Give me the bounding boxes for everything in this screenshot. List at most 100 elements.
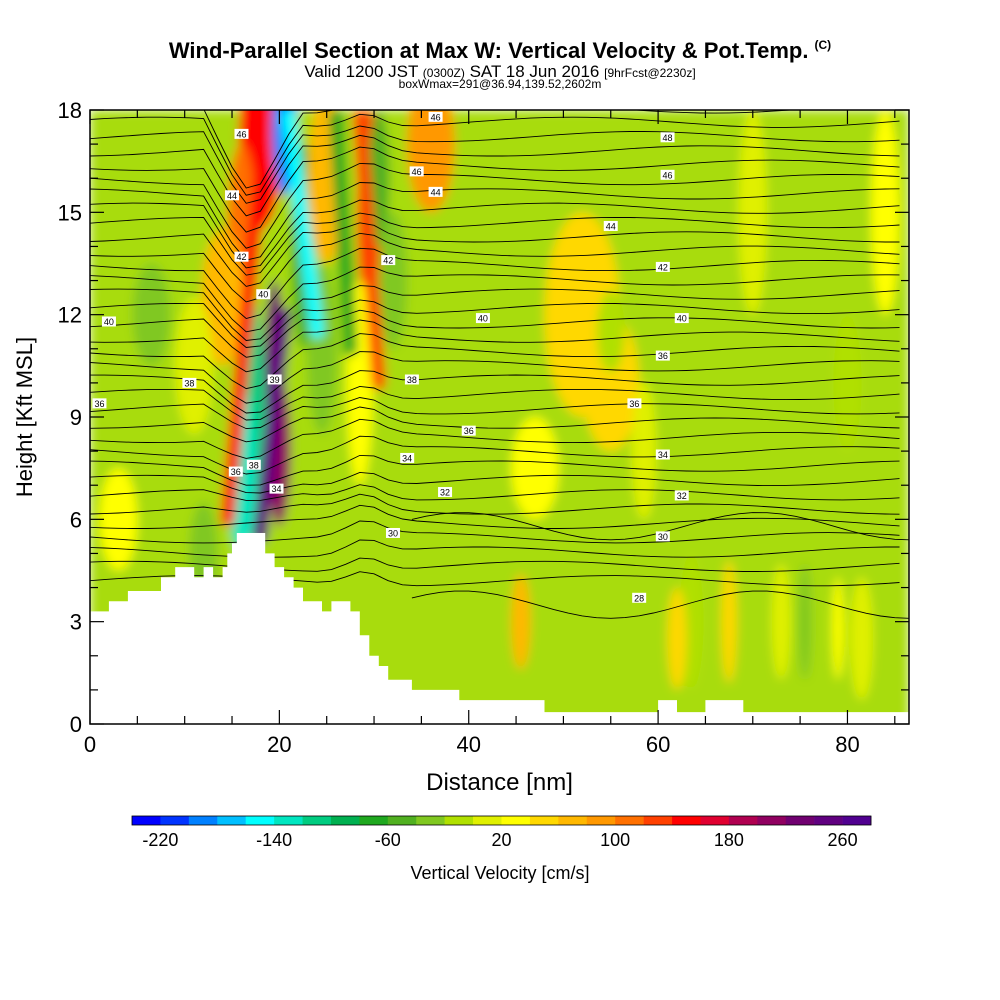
theta-contour-20 bbox=[90, 285, 900, 341]
theta-contour-2 bbox=[90, 539, 900, 558]
terrain bbox=[90, 533, 909, 724]
velocity-cell-19 bbox=[511, 417, 559, 520]
theta-label-text: 34 bbox=[658, 450, 668, 460]
theta-contour-16 bbox=[90, 333, 900, 390]
theta-label-4: 39 bbox=[267, 374, 282, 385]
colorbar-swatch-21 bbox=[728, 816, 758, 825]
theta-label-14: 36 bbox=[92, 398, 107, 409]
velocity-cell-15 bbox=[407, 110, 455, 213]
terrain-mask bbox=[90, 533, 909, 724]
theta-contour-30 bbox=[90, 134, 900, 217]
colorbar-swatch-11 bbox=[444, 816, 474, 825]
theta-label-2: 42 bbox=[234, 251, 249, 262]
colorbar-tick-label: 100 bbox=[600, 830, 630, 850]
colorbar-swatch-24 bbox=[814, 816, 843, 825]
theta-label-15: 40 bbox=[475, 313, 490, 324]
theta-label-text: 32 bbox=[440, 488, 450, 498]
colorbar-swatch-23 bbox=[785, 816, 815, 825]
theta-label-text: 40 bbox=[258, 290, 268, 300]
colorbar-swatch-12 bbox=[473, 816, 502, 825]
colorbar-swatch-5 bbox=[274, 816, 303, 825]
velocity-cell-35 bbox=[738, 110, 767, 315]
theta-contour-4 bbox=[90, 504, 900, 529]
theta-label-text: 30 bbox=[388, 528, 398, 538]
theta-label-0: 46 bbox=[234, 128, 249, 139]
theta-contour-23 bbox=[90, 232, 900, 303]
theta-contour-3 bbox=[90, 520, 900, 544]
velocity-cell-24 bbox=[721, 560, 737, 684]
theta-contours bbox=[90, 110, 909, 619]
colorbar-tick-label: 180 bbox=[714, 830, 744, 850]
theta-label-27: 36 bbox=[627, 398, 642, 409]
colorbar: -220 -140 -60 20 100 180 260 bbox=[131, 815, 872, 850]
theta-label-text: 46 bbox=[236, 129, 246, 139]
theta-label-12: 40 bbox=[101, 316, 116, 327]
colorbar-label: Vertical Velocity [cm/s] bbox=[410, 863, 590, 883]
theta-label-text: 46 bbox=[663, 170, 673, 180]
theta-label-22: 46 bbox=[660, 169, 675, 180]
chart-subtitle: Valid 1200 JST (0300Z) SAT 18 Jun 2016 [… bbox=[304, 62, 696, 81]
velocity-streak-2 bbox=[281, 110, 325, 339]
colorbar-swatch-7 bbox=[330, 816, 360, 825]
theta-label-16: 38 bbox=[404, 374, 419, 385]
colorbar-tick-label: 20 bbox=[491, 830, 511, 850]
theta-label-29: 32 bbox=[674, 490, 689, 501]
theta-label-text: 30 bbox=[658, 532, 668, 542]
colorbar-swatch-17 bbox=[615, 816, 644, 825]
theta-label-5: 38 bbox=[246, 459, 261, 470]
theta-label-8: 46 bbox=[428, 111, 443, 122]
theta-label-10: 44 bbox=[428, 186, 443, 197]
velocity-cell-20 bbox=[596, 290, 625, 373]
colorbar-tick-label: -220 bbox=[142, 830, 178, 850]
colorbar-tick-label: 260 bbox=[828, 830, 858, 850]
chart-title: Wind-Parallel Section at Max W: Vertical… bbox=[168, 38, 832, 63]
theta-contour-labels: 46 44 42 40 39 38 36 34 46 46 44 42 40 38 36 40 38 36 34 32… bbox=[92, 111, 689, 603]
box-info: boxWmax=291@36.94,139.52,2602m bbox=[398, 77, 602, 91]
theta-contour-19 bbox=[90, 299, 900, 348]
theta-label-text: 40 bbox=[478, 314, 488, 324]
theta-contour-21 bbox=[90, 266, 900, 333]
colorbar-swatch-25 bbox=[842, 816, 872, 825]
y-axis-label: Height [Kft MSL] bbox=[12, 337, 37, 497]
colorbar-tick-label: -60 bbox=[375, 830, 401, 850]
theta-label-23: 44 bbox=[603, 220, 618, 231]
theta-label-7: 34 bbox=[269, 483, 284, 494]
velocity-cell-25 bbox=[771, 563, 791, 680]
theta-label-text: 44 bbox=[227, 191, 237, 201]
theta-contour-17 bbox=[90, 319, 900, 373]
theta-contour-6 bbox=[90, 484, 900, 501]
colorbar-swatch-22 bbox=[757, 816, 787, 825]
theta-contour-13 bbox=[90, 385, 900, 421]
theta-contour-7 bbox=[90, 471, 900, 494]
colorbar-swatch-18 bbox=[643, 816, 673, 825]
x-tick-label: 40 bbox=[456, 732, 480, 757]
theta-label-26: 36 bbox=[655, 350, 670, 361]
velocity-cell-32 bbox=[175, 297, 214, 435]
x-tick-label: 0 bbox=[84, 732, 96, 757]
velocity-cell-28 bbox=[850, 577, 874, 701]
theta-label-text: 44 bbox=[431, 187, 441, 197]
theta-label-6: 36 bbox=[228, 466, 243, 477]
theta-label-text: 36 bbox=[658, 351, 668, 361]
theta-label-text: 32 bbox=[677, 491, 687, 501]
colorbar-swatch-2 bbox=[188, 816, 218, 825]
theta-contour-10 bbox=[90, 418, 900, 459]
theta-contour-8 bbox=[90, 454, 900, 486]
colorbar-swatch-8 bbox=[359, 816, 389, 825]
y-tick-label: 6 bbox=[70, 507, 82, 532]
theta-label-13: 38 bbox=[182, 377, 197, 388]
colorbar-swatch-10 bbox=[416, 816, 445, 825]
y-tick-label: 18 bbox=[58, 98, 82, 123]
theta-label-text: 34 bbox=[272, 484, 282, 494]
theta-label-text: 42 bbox=[236, 252, 246, 262]
theta-label-text: 46 bbox=[412, 167, 422, 177]
x-tick-label: 60 bbox=[646, 732, 670, 757]
velocity-cell-34 bbox=[99, 468, 138, 571]
velocity-cell-30 bbox=[833, 314, 862, 452]
theta-label-21: 48 bbox=[660, 132, 675, 143]
velocity-cell-21 bbox=[631, 382, 657, 520]
theta-label-17: 36 bbox=[461, 425, 476, 436]
theta-label-text: 38 bbox=[249, 460, 259, 470]
theta-contour-12 bbox=[90, 397, 900, 430]
